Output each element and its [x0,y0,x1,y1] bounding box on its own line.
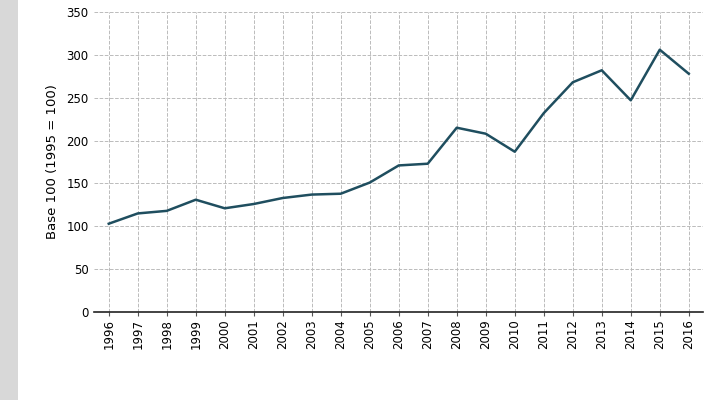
Y-axis label: Base 100 (1995 = 100): Base 100 (1995 = 100) [46,84,59,240]
